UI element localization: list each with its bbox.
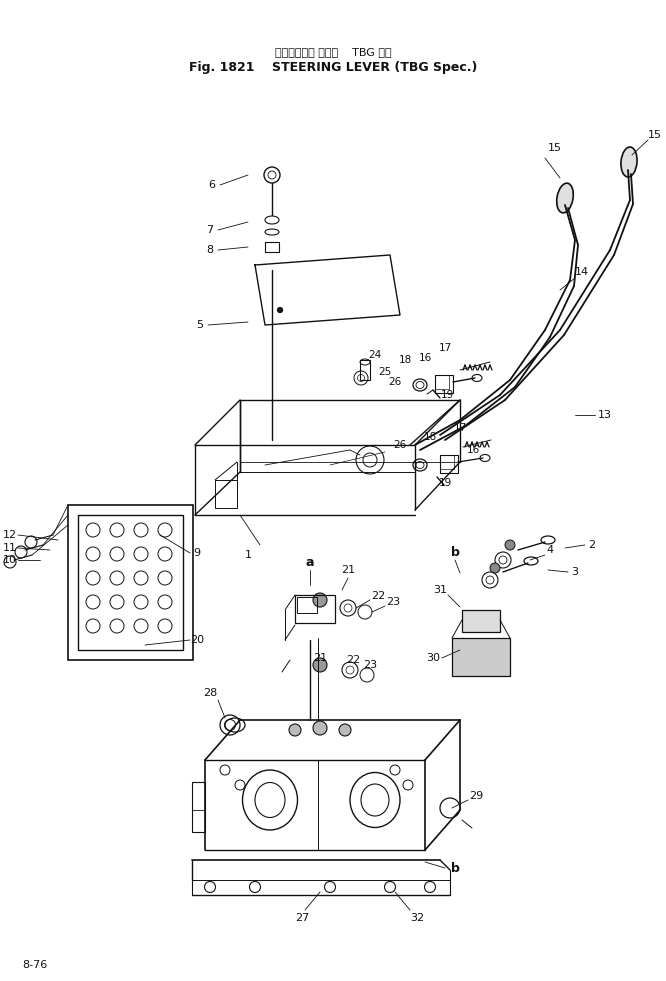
Text: 26: 26 <box>388 377 402 387</box>
Text: 17: 17 <box>454 423 467 433</box>
Text: 24: 24 <box>368 350 382 360</box>
Text: 19: 19 <box>438 478 452 488</box>
Text: 9: 9 <box>193 548 200 558</box>
Text: 3: 3 <box>571 567 579 577</box>
Circle shape <box>313 658 327 672</box>
Text: 6: 6 <box>208 180 216 190</box>
Bar <box>435 375 453 393</box>
Bar <box>440 455 454 469</box>
Circle shape <box>490 563 500 573</box>
Bar <box>462 610 500 632</box>
Text: 21: 21 <box>313 653 327 663</box>
Circle shape <box>313 593 327 607</box>
Text: 2: 2 <box>589 540 595 550</box>
Text: 18: 18 <box>398 355 412 365</box>
Text: 19: 19 <box>440 390 454 400</box>
Circle shape <box>339 724 351 736</box>
Text: 14: 14 <box>575 267 589 277</box>
Circle shape <box>505 540 515 550</box>
Text: 31: 31 <box>433 585 447 595</box>
Text: 16: 16 <box>466 445 480 455</box>
Bar <box>68 505 193 660</box>
Text: 23: 23 <box>386 597 400 607</box>
Text: 1: 1 <box>244 550 252 560</box>
Text: 20: 20 <box>190 635 204 645</box>
Text: 15: 15 <box>548 143 562 153</box>
Text: 23: 23 <box>363 660 377 670</box>
Bar <box>265 242 279 252</box>
Bar <box>78 515 183 650</box>
Text: 11: 11 <box>3 543 17 553</box>
Ellipse shape <box>557 183 573 213</box>
Ellipse shape <box>621 147 637 177</box>
Text: ステアリング レバー    TBG 仕様: ステアリング レバー TBG 仕様 <box>274 47 392 57</box>
Text: 13: 13 <box>598 410 612 420</box>
Text: 30: 30 <box>426 653 440 663</box>
Text: b: b <box>451 545 460 558</box>
Text: 4: 4 <box>546 545 553 555</box>
Text: 18: 18 <box>424 432 437 442</box>
Text: 29: 29 <box>469 791 483 801</box>
Text: 22: 22 <box>371 591 385 601</box>
Bar <box>192 782 205 832</box>
Text: 12: 12 <box>3 530 17 540</box>
Text: 32: 32 <box>410 913 424 923</box>
Circle shape <box>289 724 301 736</box>
Bar <box>435 375 449 389</box>
Text: a: a <box>306 555 314 569</box>
Bar <box>452 638 510 676</box>
Text: 10: 10 <box>3 555 17 565</box>
Text: 8: 8 <box>206 245 214 255</box>
Text: 25: 25 <box>378 367 392 377</box>
Bar <box>440 455 458 473</box>
Text: 7: 7 <box>206 225 214 235</box>
Text: 28: 28 <box>203 688 217 698</box>
Text: 17: 17 <box>438 343 452 353</box>
Text: 26: 26 <box>394 440 407 450</box>
Text: 16: 16 <box>418 353 432 363</box>
Bar <box>297 597 317 613</box>
Text: 5: 5 <box>196 320 204 330</box>
Bar <box>360 360 370 380</box>
Text: Fig. 1821    STEERING LEVER (TBG Spec.): Fig. 1821 STEERING LEVER (TBG Spec.) <box>189 62 477 75</box>
Text: 27: 27 <box>295 913 309 923</box>
Text: 21: 21 <box>341 565 355 575</box>
Text: b: b <box>451 861 460 874</box>
Text: 15: 15 <box>648 130 662 140</box>
Bar <box>215 480 237 508</box>
Circle shape <box>278 307 282 313</box>
Bar <box>295 595 335 623</box>
Text: 8-76: 8-76 <box>22 960 47 970</box>
Text: 22: 22 <box>346 655 360 665</box>
Circle shape <box>313 721 327 735</box>
